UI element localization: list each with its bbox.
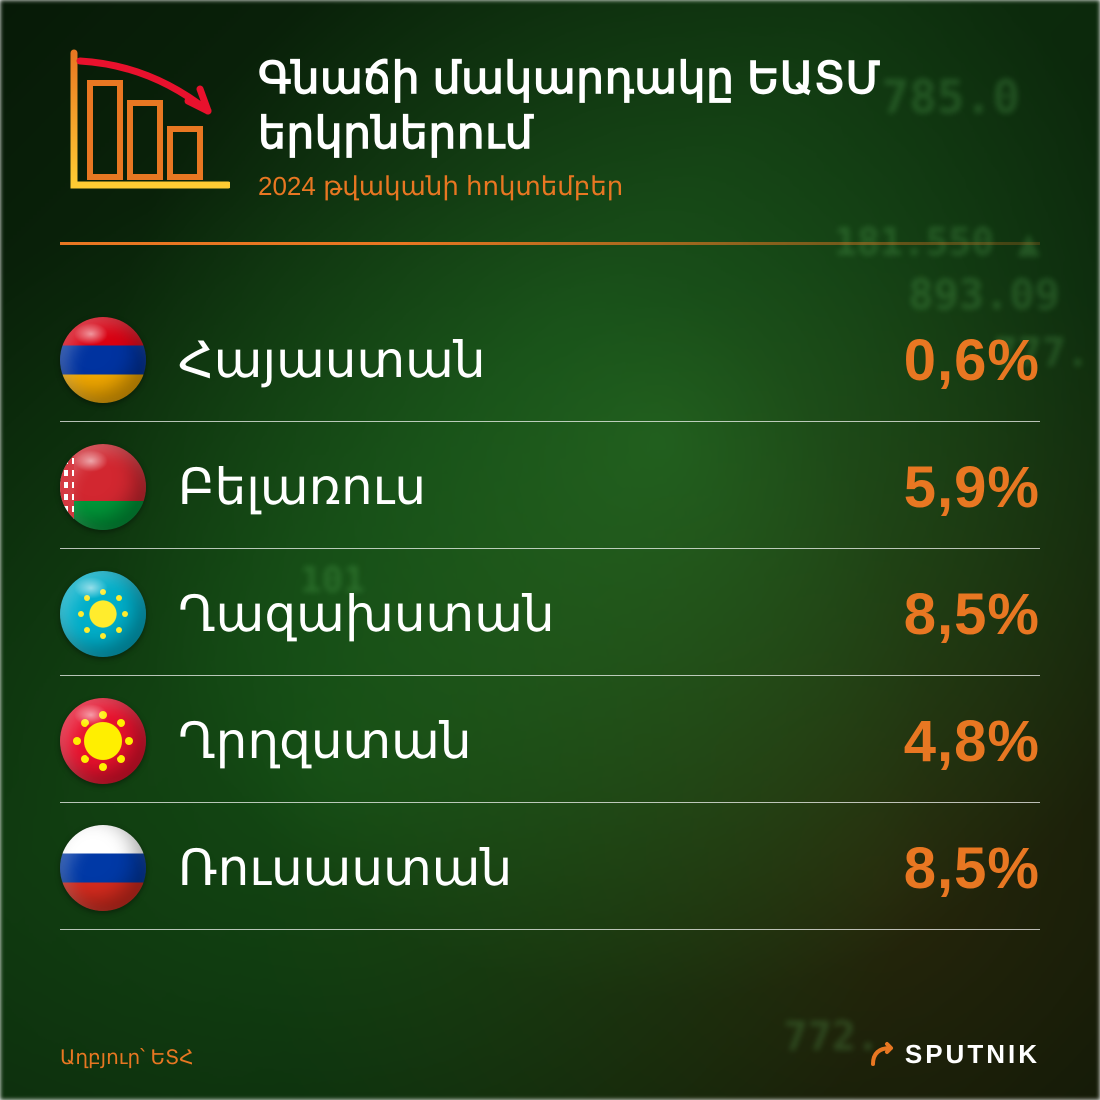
footer: Աղբյուր՝ ԵՏՀ SPUTNIK [60, 1039, 1040, 1070]
flag-icon-kyrgyzstan [60, 698, 146, 784]
value-label: 5,9% [904, 454, 1040, 521]
flag-icon-belarus [60, 444, 146, 530]
header: Գնաճի մակարդակը ԵԱՏՄ երկրներում 2024 թվա… [60, 45, 1040, 202]
infographic-container: Գնաճի մակարդակը ԵԱՏՄ երկրներում 2024 թվա… [0, 0, 1100, 1100]
value-label: 8,5% [904, 581, 1040, 648]
flag-icon-kazakhstan [60, 571, 146, 657]
value-label: 4,8% [904, 708, 1040, 775]
source-label: Աղբյուր՝ ԵՏՀ [60, 1045, 194, 1070]
sputnik-logo-text: SPUTNIK [905, 1039, 1040, 1070]
header-divider [60, 242, 1040, 245]
value-label: 8,5% [904, 835, 1040, 902]
page-title: Գնաճի մակարդակը ԵԱՏՄ երկրներում [258, 51, 1040, 161]
list-item: Ռուսաստան 8,5% [60, 803, 1040, 930]
country-label: Ղազախստան [178, 585, 904, 643]
country-label: Բելառուս [178, 458, 904, 516]
country-label: Ռուսաստան [178, 839, 904, 897]
list-item: Ղազախստան 8,5% [60, 549, 1040, 676]
list-item: Ղրղզստան 4,8% [60, 676, 1040, 803]
declining-bars-icon [60, 45, 230, 195]
title-block: Գնաճի մակարդակը ԵԱՏՄ երկրներում 2024 թվա… [258, 45, 1040, 202]
flag-icon-russia [60, 825, 146, 911]
data-rows: Հայաստան 0,6% Բելառուս 5,9% Ղազախստան 8,… [60, 295, 1040, 1011]
country-label: Հայաստան [178, 331, 904, 389]
country-label: Ղրղզստան [178, 712, 904, 770]
list-item: Հայաստան 0,6% [60, 295, 1040, 422]
flag-icon-armenia [60, 317, 146, 403]
sputnik-logo: SPUTNIK [869, 1039, 1040, 1070]
list-item: Բելառուս 5,9% [60, 422, 1040, 549]
value-label: 0,6% [904, 327, 1040, 394]
sputnik-logo-icon [869, 1040, 899, 1070]
page-subtitle: 2024 թվականի հոկտեմբեր [258, 171, 1040, 202]
